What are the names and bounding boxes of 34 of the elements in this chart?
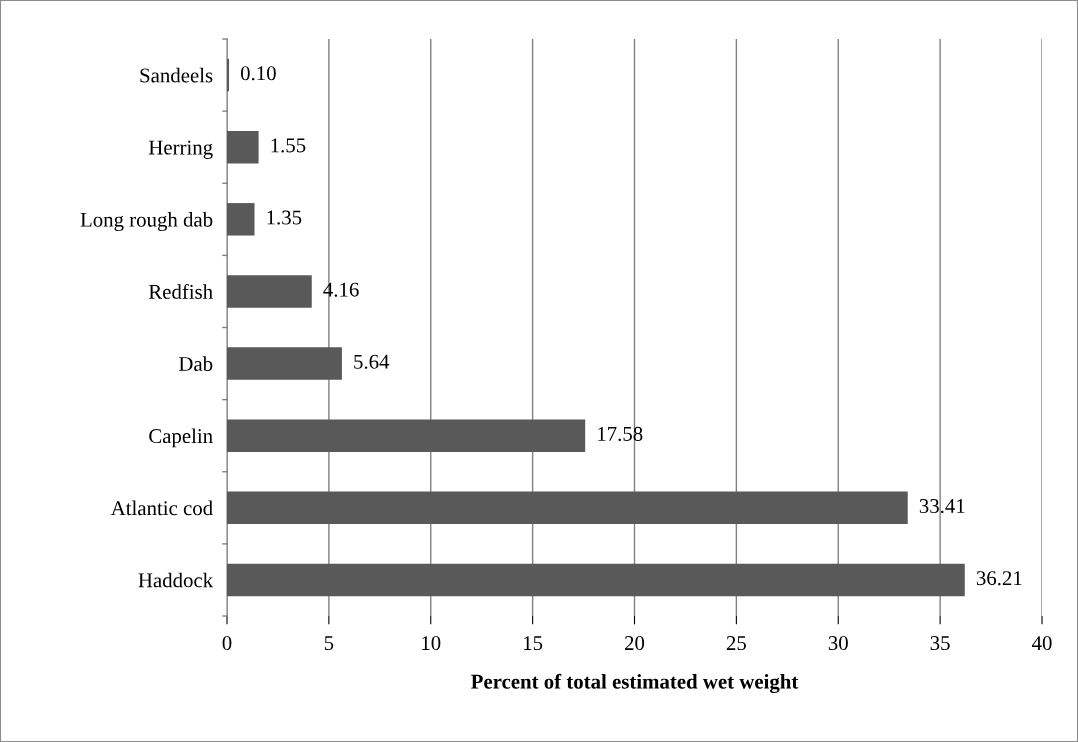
bar — [227, 58, 230, 92]
x-tick-label: 30 — [828, 636, 848, 651]
data-label: 1.35 — [267, 210, 302, 225]
x-tick-label: 15 — [524, 636, 543, 651]
x-tick-label: 5 — [324, 636, 334, 651]
y-tick-label: Redfish — [148, 284, 213, 299]
data-label: 17.58 — [598, 426, 643, 441]
bar — [227, 563, 965, 597]
x-tick-label: 35 — [930, 636, 950, 651]
bar — [227, 203, 255, 236]
bar — [227, 491, 908, 525]
x-axis-title: Percent of total estimated wet weight — [471, 673, 799, 694]
x-tick-label: 40 — [1031, 636, 1052, 651]
y-tick-label: Herring — [148, 140, 213, 159]
bar — [227, 419, 586, 452]
data-label: 4.16 — [323, 282, 359, 297]
y-tick-label: Long rough dab — [80, 212, 213, 232]
x-tick-label: 0 — [222, 636, 232, 651]
bar — [227, 347, 342, 380]
data-label: 36.21 — [976, 571, 1022, 586]
bar — [227, 130, 259, 164]
y-tick-label: Haddock — [138, 572, 214, 588]
y-tick-label: Sandeels — [140, 67, 213, 83]
x-tick-label: 10 — [422, 636, 441, 651]
bar — [227, 275, 312, 308]
data-label: 0.10 — [240, 66, 276, 81]
data-label: 33.41 — [919, 499, 965, 514]
x-tick-label: 25 — [726, 636, 746, 651]
y-tick-label: Dab — [179, 356, 213, 371]
y-tick-label: Capelin — [149, 428, 213, 448]
x-tick-label: 20 — [625, 636, 645, 651]
y-tick-label: Atlantic cod — [110, 500, 213, 516]
data-label: 1.55 — [271, 138, 306, 153]
data-label: 5.64 — [354, 354, 390, 369]
